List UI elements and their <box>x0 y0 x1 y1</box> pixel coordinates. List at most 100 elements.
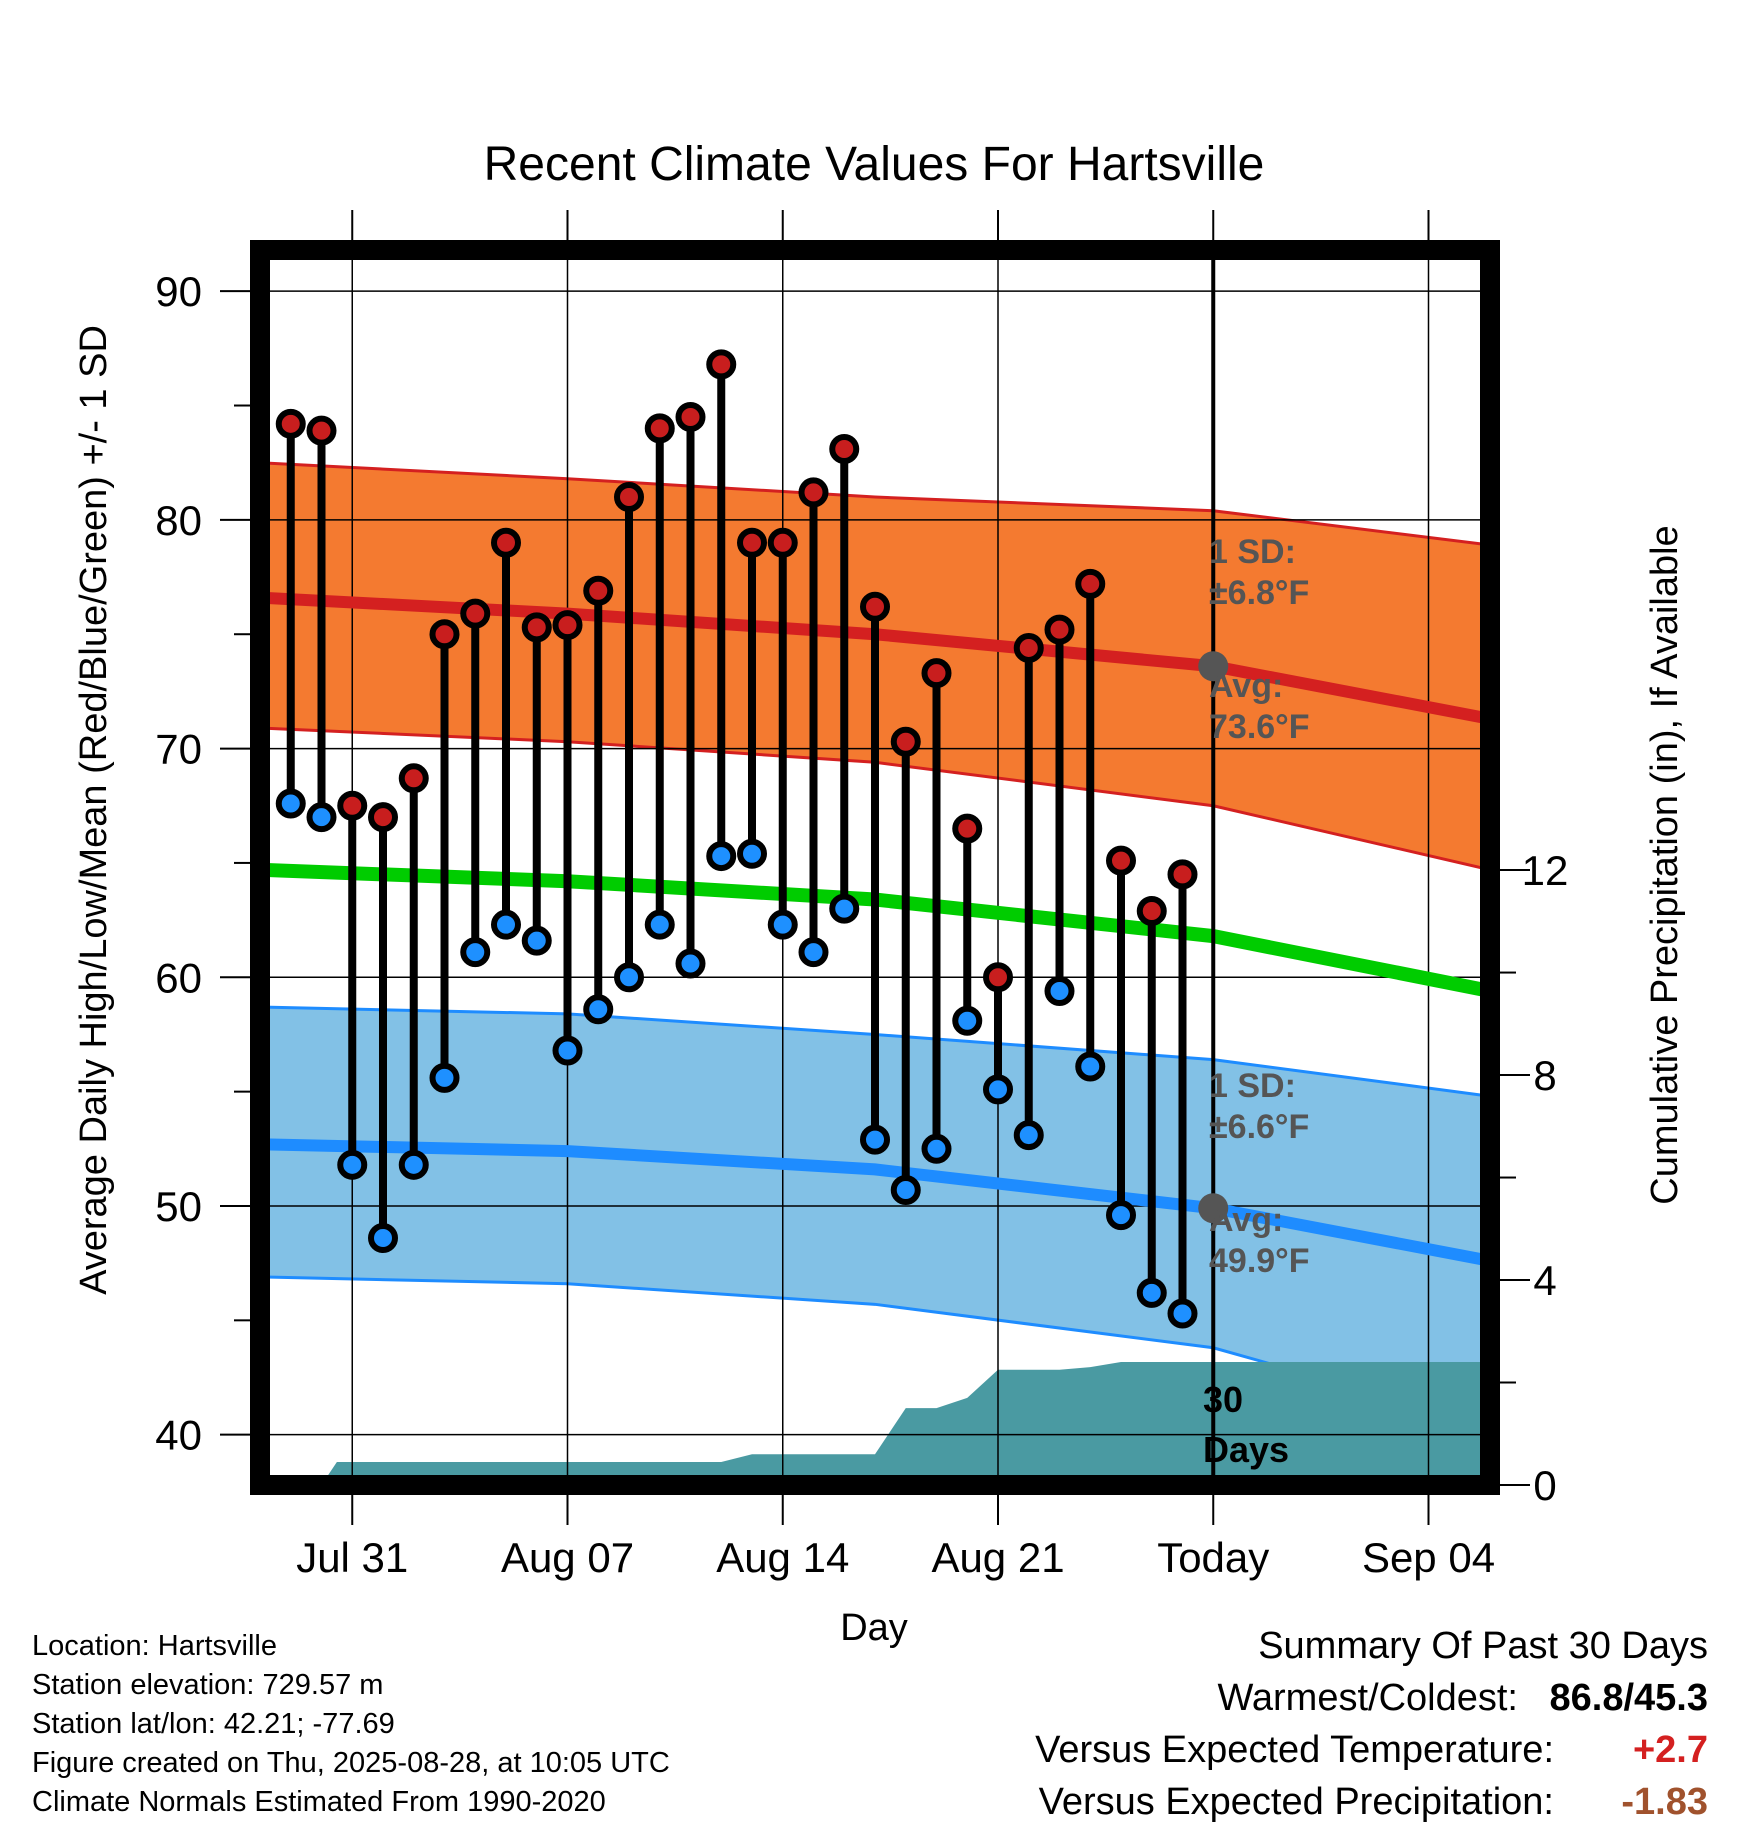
daily-high-point <box>706 349 737 380</box>
summary-temp-row: Versus Expected Temperature: +2.7 <box>1035 1724 1708 1776</box>
daily-high-point <box>921 658 952 689</box>
precip-area <box>321 1362 1490 1485</box>
y-left-tick-label: 50 <box>155 1183 202 1230</box>
x-tick-label: Today <box>1157 1534 1269 1581</box>
daily-high-point <box>521 612 552 643</box>
x-tick-label: Aug 07 <box>501 1534 634 1581</box>
daily-high-point <box>460 598 491 629</box>
plot-frame <box>250 240 1500 1495</box>
low-sd-label-1: 1 SD: <box>1209 1067 1296 1105</box>
y-left-tick-label: 60 <box>155 954 202 1001</box>
daily-high-point <box>798 477 829 508</box>
normals-text: Climate Normals Estimated From 1990-2020 <box>32 1786 606 1818</box>
daily-high-point <box>398 763 429 794</box>
daily-high-point <box>583 575 614 606</box>
daily-low-point <box>1013 1120 1044 1151</box>
temp-label: Versus Expected Temperature: <box>1035 1729 1554 1771</box>
daily-low-point <box>952 1005 983 1036</box>
y-axis-left-title: Average Daily High/Low/Mean (Red/Blue/Gr… <box>73 325 115 1295</box>
precip-label: Versus Expected Precipitation: <box>1038 1781 1554 1823</box>
y-axis-right-title: Cumulative Precipitation (in), If Availa… <box>1644 525 1686 1204</box>
daily-low-point <box>614 962 644 993</box>
daily-high-point <box>1136 895 1167 926</box>
daily-high-point <box>644 413 675 444</box>
high-avg-label-2: 73.6°F <box>1209 708 1310 746</box>
station-info: Location: Hartsville Station elevation: … <box>32 1627 670 1822</box>
summary-precip-row: Versus Expected Precipitation: -1.83 <box>1035 1776 1708 1828</box>
daily-low-point <box>583 994 614 1025</box>
y-left-tick-label: 90 <box>155 268 202 315</box>
daily-low-point <box>798 937 829 968</box>
low-sd-label-2: ±6.6°F <box>1209 1108 1309 1146</box>
high-upper-edge <box>260 461 1490 547</box>
chart-title: Recent Climate Values For Hartsville <box>484 138 1265 191</box>
daily-low-point <box>1044 976 1075 1006</box>
daily-high-point <box>429 619 460 650</box>
latlon-text: Station lat/lon: 42.21; -77.69 <box>32 1708 395 1740</box>
high-sd-label-1: 1 SD: <box>1209 533 1296 571</box>
daily-low-point <box>398 1149 429 1180</box>
daily-high-point <box>614 482 644 512</box>
today-low-avg-marker <box>1198 1193 1229 1224</box>
today-high-avg-marker <box>1198 651 1229 682</box>
daily-high-point <box>675 401 706 432</box>
daily-low-point <box>306 802 337 833</box>
low-avg-label-2: 49.9°F <box>1209 1242 1310 1280</box>
temp-value: +2.7 <box>1632 1729 1708 1771</box>
daily-high-point <box>829 433 860 464</box>
thirty-days-label-2: Days <box>1203 1429 1289 1470</box>
daily-low-point <box>921 1133 952 1164</box>
daily-high-point <box>767 527 798 558</box>
daily-low-point <box>491 909 521 940</box>
daily-high-point <box>1044 614 1075 645</box>
low-normal-line <box>260 1138 1490 1267</box>
axes-layer: 40 50 60 70 80 90 0 4 8 12 Jul 31 Aug 07 Aug 14 Aug 2… <box>155 210 1568 1581</box>
daily-low-point <box>460 937 491 968</box>
daily-high-point <box>491 527 521 558</box>
daily-high-point <box>952 813 983 844</box>
daily-high-point <box>1106 845 1136 876</box>
y-right-tick-label: 0 <box>1533 1462 1556 1509</box>
thirty-days-label-1: 30 <box>1203 1379 1243 1420</box>
daily-high-point <box>890 726 921 757</box>
y-right-tick-label: 4 <box>1533 1257 1556 1304</box>
high-avg-label-1: Avg: <box>1209 667 1283 705</box>
daily-low-point <box>737 838 767 869</box>
daily-low-point <box>767 909 798 940</box>
daily-low-point <box>644 909 675 940</box>
location-text: Location: Hartsville <box>32 1630 277 1662</box>
observations-layer <box>275 349 1198 1329</box>
daily-low-point <box>890 1174 921 1205</box>
y-right-tick-label: 8 <box>1533 1052 1556 1099</box>
daily-high-point <box>737 527 767 558</box>
daily-high-point <box>1013 632 1044 663</box>
daily-high-point <box>1075 568 1106 599</box>
warmest-value: 86.8/45.3 <box>1549 1677 1708 1719</box>
summary-heading: Summary Of Past 30 Days <box>1258 1625 1708 1667</box>
x-tick-label: Sep 04 <box>1362 1534 1495 1581</box>
y-left-tick-label: 40 <box>155 1412 202 1459</box>
high-sd-label-2: ±6.8°F <box>1209 574 1309 612</box>
daily-low-point <box>1075 1051 1106 1082</box>
x-axis-title: Day <box>840 1607 908 1649</box>
x-tick-label: Aug 14 <box>716 1534 849 1581</box>
daily-low-point <box>1167 1298 1198 1329</box>
daily-high-point <box>860 591 890 622</box>
daily-low-point <box>429 1062 460 1093</box>
daily-low-point <box>337 1149 368 1180</box>
daily-low-point <box>675 948 706 979</box>
daily-high-point <box>306 415 337 446</box>
daily-low-point <box>706 841 737 872</box>
daily-low-point <box>829 893 860 924</box>
low-avg-label-1: Avg: <box>1209 1201 1283 1239</box>
daily-low-point <box>275 788 306 819</box>
summary-warmest-row: Warmest/Coldest: 86.8/45.3 <box>1035 1672 1708 1724</box>
precip-value: -1.83 <box>1621 1781 1708 1823</box>
x-tick-label: Jul 31 <box>296 1534 408 1581</box>
y-right-tick-label: 12 <box>1522 847 1569 894</box>
daily-high-point <box>552 610 583 641</box>
daily-high-point <box>337 790 368 821</box>
daily-high-point <box>1167 859 1198 890</box>
elevation-text: Station elevation: 729.57 m <box>32 1669 384 1701</box>
daily-high-point <box>368 802 398 833</box>
